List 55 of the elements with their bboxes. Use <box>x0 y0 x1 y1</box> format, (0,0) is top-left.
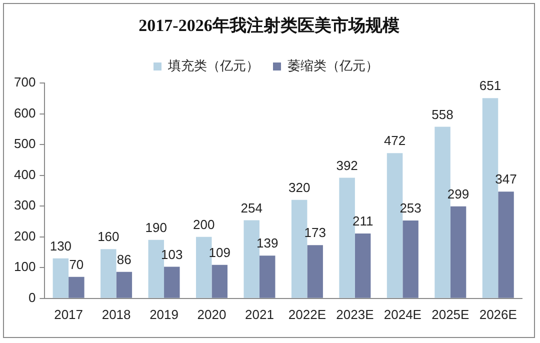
data-label: 392 <box>336 158 358 173</box>
bar <box>52 258 69 298</box>
bar <box>307 245 323 298</box>
bar <box>116 272 132 298</box>
data-label: 472 <box>384 133 406 148</box>
x-tick-label: 2024E <box>384 306 422 322</box>
data-label: 173 <box>304 225 326 240</box>
data-label: 253 <box>400 200 422 216</box>
x-tick-label: 2018 <box>102 306 131 322</box>
bar <box>259 256 276 298</box>
data-label: 211 <box>352 214 374 229</box>
data-label: 86 <box>116 252 132 268</box>
data-label: 190 <box>145 220 167 236</box>
y-tick-label: 200 <box>14 228 36 244</box>
bar <box>354 233 371 298</box>
x-tick-label: 2022E <box>288 306 326 322</box>
y-tick-label: 600 <box>14 105 36 120</box>
data-label: 200 <box>193 216 215 232</box>
legend-label: 填充类（亿元） <box>167 58 259 74</box>
x-tick-label: 2021 <box>245 306 274 322</box>
legend-label: 萎缩类（亿元） <box>288 58 378 74</box>
bar <box>402 220 418 298</box>
data-label: 558 <box>432 106 454 122</box>
x-tick-label: 2023E <box>336 306 374 322</box>
bar <box>212 264 228 298</box>
data-label: 254 <box>240 200 262 216</box>
x-tick-label: 2026E <box>479 306 518 322</box>
data-label: 130 <box>50 238 72 254</box>
y-tick-label: 500 <box>14 136 36 152</box>
data-label: 651 <box>479 78 502 94</box>
bar <box>68 276 84 298</box>
y-tick-label: 700 <box>14 74 36 90</box>
data-label: 160 <box>98 229 120 244</box>
bar <box>100 249 116 298</box>
bar <box>244 220 260 298</box>
data-label: 103 <box>161 246 183 262</box>
data-label: 347 <box>495 172 517 187</box>
y-tick-label: 0 <box>28 290 36 305</box>
data-label: 320 <box>288 180 310 196</box>
data-label: 70 <box>69 256 84 272</box>
bar <box>164 266 180 298</box>
x-tick-label: 2025E <box>432 306 470 322</box>
chart-title: 2017-2026年我注射类医美市场规模 <box>138 15 400 37</box>
bar <box>339 178 355 298</box>
bar <box>450 206 466 298</box>
y-tick-label: 100 <box>14 259 36 274</box>
x-tick-label: 2019 <box>150 306 178 322</box>
x-tick-label: 2020 <box>197 306 226 322</box>
data-label: 299 <box>447 186 470 202</box>
x-tick-label: 2017 <box>54 306 84 322</box>
data-label: 139 <box>256 236 278 251</box>
y-tick-label: 300 <box>14 198 36 213</box>
bar <box>498 192 514 298</box>
y-tick-label: 400 <box>14 166 36 182</box>
data-label: 109 <box>208 244 230 260</box>
